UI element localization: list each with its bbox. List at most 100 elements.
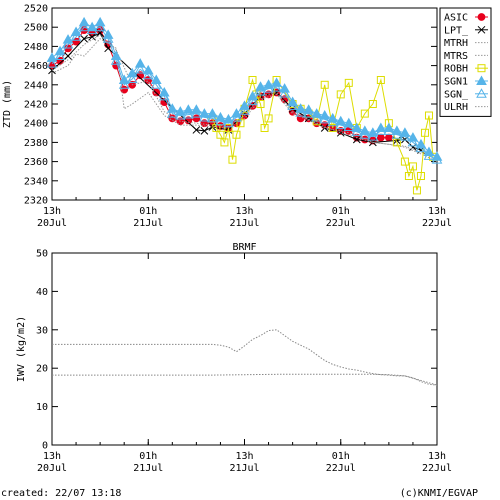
data-point bbox=[94, 21, 106, 32]
legend-key-marker bbox=[477, 25, 486, 34]
data-point bbox=[343, 121, 355, 132]
data-point bbox=[271, 82, 282, 92]
data-point bbox=[102, 33, 114, 43]
data-point bbox=[360, 109, 369, 118]
x-tick-label: 13h bbox=[235, 451, 253, 462]
data-point bbox=[399, 131, 411, 141]
data-point bbox=[223, 117, 234, 128]
iwv-chart: 13h20Jul01h21Jul13h21Jul01h22Jul13h22Jul… bbox=[16, 242, 452, 474]
x-tick-label-date: 22Jul bbox=[422, 463, 452, 474]
data-point bbox=[336, 90, 345, 99]
y-tick-label: 2480 bbox=[24, 42, 48, 53]
data-point bbox=[70, 31, 82, 41]
data-point bbox=[320, 80, 329, 89]
data-point bbox=[54, 50, 66, 60]
y-tick-label: 2400 bbox=[24, 119, 48, 130]
data-point bbox=[224, 124, 233, 132]
x-tick-label-date: 22Jul bbox=[422, 218, 452, 229]
data-point bbox=[412, 186, 421, 195]
data-point bbox=[191, 108, 202, 118]
data-point bbox=[46, 58, 58, 68]
data-point bbox=[319, 113, 331, 124]
series-line bbox=[51, 34, 438, 163]
series-sgn bbox=[46, 21, 443, 164]
data-point-b bbox=[336, 128, 345, 137]
data-point bbox=[142, 69, 154, 80]
y-tick-label: 30 bbox=[36, 325, 48, 336]
data-point-b bbox=[64, 52, 72, 60]
data-point bbox=[368, 100, 377, 108]
legend-label: MTRH bbox=[444, 38, 468, 49]
legend-label: SGN1 bbox=[444, 77, 468, 88]
legend-label: SGN_ bbox=[444, 89, 469, 100]
data-point bbox=[207, 112, 218, 123]
y-axis-label: IWV (kg/m2) bbox=[16, 316, 27, 382]
y-tick-label: 2500 bbox=[24, 23, 48, 34]
data-point bbox=[134, 58, 146, 68]
x-tick-label: 01h bbox=[139, 451, 157, 462]
data-point bbox=[335, 119, 347, 130]
created-timestamp: created: 22/07 13:18 bbox=[1, 488, 122, 499]
data-point bbox=[192, 126, 201, 134]
data-point bbox=[247, 95, 258, 106]
x-tick-label-date: 20Jul bbox=[37, 218, 67, 229]
data-point bbox=[416, 172, 425, 180]
y-tick-label: 0 bbox=[42, 441, 48, 452]
y-tick-label: 2520 bbox=[24, 4, 48, 15]
data-point bbox=[391, 129, 403, 139]
data-point bbox=[351, 126, 363, 136]
data-point bbox=[311, 111, 323, 122]
legend-key-marker bbox=[476, 75, 487, 85]
y-tick-label: 10 bbox=[36, 402, 48, 413]
x-tick-label-date: 21Jul bbox=[133, 463, 163, 474]
data-point bbox=[367, 131, 379, 141]
legend-label: LPT_ bbox=[444, 25, 469, 36]
data-point bbox=[423, 150, 435, 160]
data-point bbox=[287, 100, 298, 110]
data-point bbox=[383, 125, 395, 135]
ztd-chart: 13h20Jul01h21Jul13h21Jul01h22Jul13h22Jul… bbox=[2, 4, 452, 230]
x-tick-label: 13h bbox=[428, 451, 446, 462]
legend-label: ROBH bbox=[444, 64, 468, 75]
data-point bbox=[62, 38, 74, 49]
data-point bbox=[376, 76, 385, 84]
data-point bbox=[199, 111, 210, 122]
data-point-b bbox=[200, 127, 209, 135]
y-tick-label: 2460 bbox=[24, 61, 48, 72]
data-point bbox=[375, 125, 387, 135]
data-point bbox=[409, 143, 417, 152]
data-point bbox=[420, 128, 429, 137]
x-tick-label: 01h bbox=[332, 206, 350, 217]
data-point bbox=[86, 24, 98, 35]
data-point-b bbox=[80, 34, 88, 43]
data-point bbox=[392, 138, 401, 147]
y-axis-label: ZTD (mm) bbox=[2, 80, 13, 128]
credit-text: (c)KNMI/EGVAP bbox=[399, 488, 478, 499]
data-point bbox=[78, 21, 90, 32]
y-tick-label: 2440 bbox=[24, 80, 48, 91]
data-point-b bbox=[192, 126, 201, 134]
data-point bbox=[200, 119, 209, 128]
data-point-b bbox=[409, 143, 417, 152]
data-point bbox=[166, 108, 178, 118]
data-point bbox=[232, 130, 241, 139]
data-point bbox=[248, 76, 257, 84]
data-point bbox=[376, 133, 385, 142]
data-point bbox=[260, 124, 269, 132]
data-point bbox=[46, 52, 58, 62]
data-point bbox=[126, 67, 138, 78]
x-tick-label-date: 20Jul bbox=[37, 463, 67, 474]
data-point-b bbox=[352, 135, 361, 144]
y-tick-label: 2420 bbox=[24, 100, 48, 111]
x-tick-label: 01h bbox=[139, 206, 157, 217]
data-point bbox=[263, 83, 274, 93]
data-point bbox=[415, 142, 427, 153]
y-tick-label: 50 bbox=[36, 249, 48, 260]
x-tick-label-date: 21Jul bbox=[133, 218, 163, 229]
data-point bbox=[359, 129, 371, 139]
data-point bbox=[327, 116, 339, 127]
legend-key-marker bbox=[477, 13, 486, 21]
data-point bbox=[88, 32, 96, 41]
series-line bbox=[51, 26, 438, 161]
